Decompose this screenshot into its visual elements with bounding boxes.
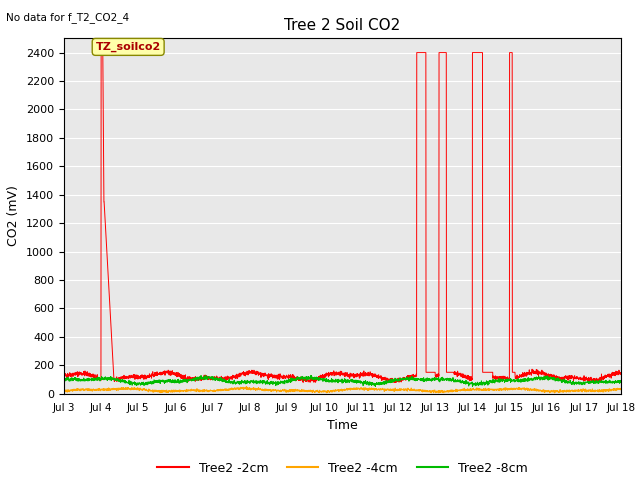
Tree2 -8cm xyxy=(617,378,625,384)
Legend: Tree2 -2cm, Tree2 -4cm, Tree2 -8cm: Tree2 -2cm, Tree2 -4cm, Tree2 -8cm xyxy=(152,456,532,480)
Tree2 -2cm xyxy=(606,372,614,377)
Tree2 -8cm xyxy=(157,379,164,384)
Tree2 -4cm xyxy=(298,388,306,394)
Tree2 -4cm xyxy=(124,386,131,392)
Tree2 -2cm xyxy=(300,379,307,385)
Tree2 -2cm xyxy=(97,50,105,56)
Tree2 -2cm xyxy=(274,376,282,382)
Tree2 -2cm xyxy=(157,370,164,375)
Title: Tree 2 Soil CO2: Tree 2 Soil CO2 xyxy=(284,18,401,33)
Y-axis label: CO2 (mV): CO2 (mV) xyxy=(8,186,20,246)
Tree2 -8cm xyxy=(307,372,315,378)
Tree2 -8cm xyxy=(60,378,68,384)
Tree2 -2cm xyxy=(60,372,68,378)
Tree2 -8cm xyxy=(606,379,614,385)
Tree2 -2cm xyxy=(124,375,132,381)
Tree2 -4cm xyxy=(274,387,282,393)
Tree2 -4cm xyxy=(606,387,614,393)
Tree2 -2cm xyxy=(547,372,554,377)
Tree2 -4cm xyxy=(60,389,68,395)
Tree2 -8cm xyxy=(124,380,131,385)
Line: Tree2 -2cm: Tree2 -2cm xyxy=(64,53,621,382)
Tree2 -2cm xyxy=(298,377,306,383)
Line: Tree2 -4cm: Tree2 -4cm xyxy=(64,386,621,393)
Tree2 -4cm xyxy=(157,388,164,394)
Tree2 -4cm xyxy=(243,384,250,389)
Tree2 -4cm xyxy=(547,388,554,394)
Tree2 -4cm xyxy=(617,387,625,393)
Text: No data for f_T2_CO2_4: No data for f_T2_CO2_4 xyxy=(6,12,129,23)
Line: Tree2 -8cm: Tree2 -8cm xyxy=(64,375,621,386)
Tree2 -8cm xyxy=(298,376,305,382)
Text: TZ_soilco2: TZ_soilco2 xyxy=(95,42,161,52)
Tree2 -2cm xyxy=(617,370,625,376)
Tree2 -8cm xyxy=(371,384,379,389)
Tree2 -8cm xyxy=(547,374,554,380)
Tree2 -4cm xyxy=(435,390,442,396)
Tree2 -8cm xyxy=(274,379,282,385)
X-axis label: Time: Time xyxy=(327,419,358,432)
